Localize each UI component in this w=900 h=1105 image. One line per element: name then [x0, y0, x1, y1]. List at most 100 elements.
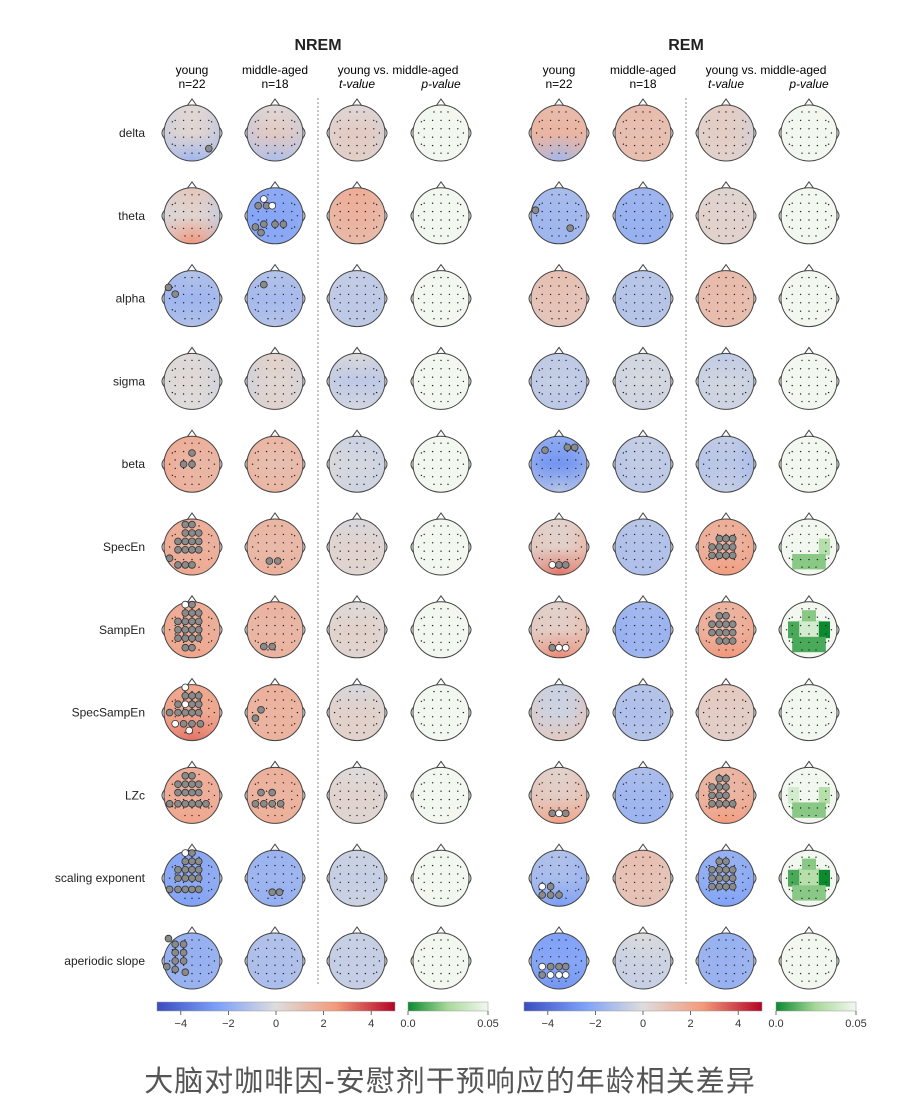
- topomap-nrem-specsampen-col2: [326, 677, 388, 742]
- significance-marker: [163, 962, 171, 971]
- significance-marker: [181, 708, 190, 717]
- significance-marker: [181, 799, 190, 808]
- topomap-figure: NREM REM young n=22 middle-aged n=18 you…: [55, 37, 867, 1030]
- significance-marker: [715, 799, 724, 808]
- topomap-rem-delta-col2: [695, 98, 757, 162]
- significance-marker: [555, 561, 563, 569]
- topomap-nrem-delta-col0: [161, 98, 223, 162]
- significance-marker: [181, 885, 190, 894]
- topomap-nrem-sigma-col3: [410, 346, 472, 410]
- col-sub-rem-pvalue: p-value: [788, 77, 829, 91]
- topomap-rem-specsampen-col0: [528, 677, 590, 742]
- topomap-rem-sigma-col1: [612, 346, 674, 410]
- topomap-rem-sampen-col2: [695, 594, 757, 659]
- significance-marker: [728, 882, 737, 891]
- row-label: aperiodic slope: [64, 954, 145, 968]
- significance-marker: [181, 874, 190, 882]
- topomap-nrem-sampen-col3: [410, 594, 472, 659]
- significance-marker: [188, 609, 196, 617]
- significance-marker: [259, 195, 268, 203]
- significance-marker: [268, 799, 277, 808]
- significance-marker: [188, 449, 196, 457]
- significance-marker: [259, 220, 268, 229]
- significance-marker: [268, 888, 277, 896]
- topomap-nrem-delta-col2: [326, 98, 388, 162]
- significance-marker: [194, 874, 203, 882]
- topomap-nrem-specsampen-col1: [244, 677, 306, 742]
- topomap-rem-specen-col0: [528, 512, 590, 576]
- significance-marker: [181, 520, 190, 529]
- row-label: SpecSampEn: [72, 706, 145, 720]
- significance-marker: [171, 290, 180, 298]
- significance-marker: [715, 534, 724, 543]
- significance-marker: [185, 726, 194, 735]
- significance-marker: [722, 783, 730, 791]
- topomap-nrem-sigma-col1: [244, 346, 306, 410]
- significance-marker: [165, 708, 174, 717]
- topomap-nrem-beta-col0: [161, 429, 223, 493]
- significance-marker: [722, 799, 730, 808]
- significance-marker: [259, 799, 268, 808]
- significance-marker: [715, 865, 724, 874]
- topomap-rem-beta-col3: [778, 429, 840, 493]
- significance-marker: [561, 971, 570, 979]
- significance-marker: [181, 561, 190, 569]
- col-header-rem-compare: young vs. middle-aged: [706, 63, 827, 77]
- significance-marker: [181, 788, 190, 797]
- significance-marker: [715, 874, 724, 882]
- significance-marker: [188, 799, 196, 808]
- significance-marker: [566, 224, 574, 232]
- significance-marker: [555, 971, 563, 979]
- significance-marker: [708, 620, 716, 628]
- section-title-rem: REM: [668, 37, 704, 54]
- topomap-nrem-lzc-col0: [161, 760, 223, 824]
- topomap-rem-beta-col1: [612, 429, 674, 493]
- significance-marker: [251, 714, 260, 722]
- colorbar-tick-label: 4: [368, 1018, 374, 1030]
- significance-marker: [164, 283, 173, 292]
- significance-marker: [275, 888, 284, 896]
- figure-caption: 大脑对咖啡因-安慰剂干预响应的年龄相关差异: [144, 1064, 756, 1098]
- significance-marker: [174, 780, 182, 788]
- significance-marker: [561, 643, 570, 652]
- significance-marker: [194, 700, 203, 708]
- significance-marker: [165, 799, 174, 808]
- significance-marker: [194, 799, 203, 808]
- significance-marker: [257, 705, 265, 714]
- significance-marker: [174, 625, 182, 634]
- topomap-nrem-lzc-col3: [410, 760, 472, 824]
- significance-marker: [531, 206, 540, 215]
- significance-marker: [548, 643, 557, 652]
- col-header-nrem-young: young: [176, 63, 209, 77]
- significance-marker: [181, 634, 190, 642]
- topomap-nrem-aperiodic-slope-col0: [161, 926, 223, 990]
- significance-marker: [722, 620, 730, 628]
- topomap-nrem-specen-col0: [161, 512, 223, 576]
- col-sub-rem-middle: n=18: [629, 77, 656, 91]
- significance-marker: [268, 642, 277, 651]
- topomap-rem-lzc-col1: [612, 760, 674, 824]
- significance-marker: [728, 551, 737, 560]
- significance-marker: [181, 700, 190, 708]
- topomap-rem-aperiodic-slope-col1: [612, 926, 674, 990]
- significance-marker: [205, 144, 213, 153]
- topomap-nrem-scaling-exponent-col2: [326, 843, 388, 907]
- significance-marker: [546, 891, 555, 899]
- significance-marker: [174, 708, 182, 717]
- significance-marker: [174, 537, 182, 546]
- significance-marker: [174, 617, 182, 626]
- topomap-nrem-alpha-col2: [326, 263, 388, 328]
- significance-marker: [715, 857, 724, 866]
- significance-marker: [722, 534, 730, 543]
- topomap-rem-aperiodic-slope-col2: [695, 926, 757, 990]
- significance-marker: [715, 774, 724, 783]
- colorbar-tick-label: 2: [321, 1018, 327, 1030]
- topomap-rem-specen-col1: [612, 512, 674, 576]
- significance-marker: [268, 201, 277, 210]
- significance-marker: [728, 637, 737, 645]
- topomap-rem-delta-col1: [612, 98, 674, 162]
- significance-marker: [722, 628, 730, 637]
- topomap-rem-scaling-exponent-col2: [695, 843, 757, 907]
- significance-marker: [722, 774, 730, 783]
- significance-marker: [174, 865, 182, 874]
